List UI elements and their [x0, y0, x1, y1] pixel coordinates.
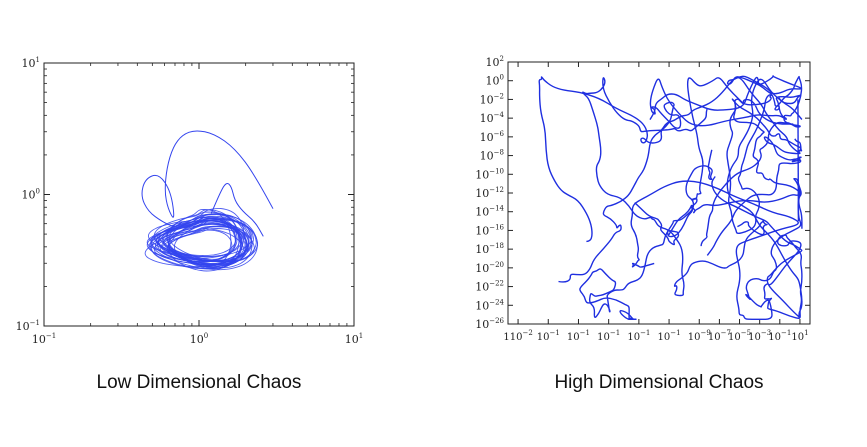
- low-dimensional-chaos-chart: 10−1 100 101 10−1 100 101: [16, 56, 364, 346]
- attractor-loop: [146, 219, 253, 257]
- y-tick-label: 10−1: [16, 319, 40, 333]
- x-tick-label: 101: [791, 329, 808, 343]
- x-tick-label: 100: [190, 332, 208, 346]
- y-tick-label: 10−20: [475, 261, 504, 275]
- y-tick-label: 10−2: [480, 92, 504, 106]
- x-tick-label: 10−3: [748, 329, 771, 343]
- y-tick-label: 10−8: [480, 149, 504, 163]
- low-dim-ticks: 10−1 100 101 10−1 100 101: [16, 56, 364, 346]
- y-tick-label: 100: [22, 188, 40, 202]
- trajectory-edge-streak: [797, 99, 800, 222]
- y-tick-label: 10−14: [475, 205, 504, 219]
- x-tick-label: 10−1: [597, 329, 620, 343]
- trajectory-strand: [668, 77, 794, 236]
- trajectory-strand: [630, 177, 803, 321]
- trajectory-strand: [558, 76, 802, 283]
- y-tick-label: 10−12: [475, 186, 504, 200]
- y-tick-label: 10−16: [475, 223, 504, 237]
- attractor-loop: [157, 221, 244, 262]
- x-tick-label: 10−9: [688, 329, 711, 343]
- x-tick-label: 10−1: [627, 329, 650, 343]
- trajectory-transient: [141, 130, 274, 227]
- x-tick-label: 10−1: [658, 329, 681, 343]
- x-tick-label: 10−5: [728, 329, 751, 343]
- y-tick-label: 10−18: [475, 242, 504, 256]
- attractor-loop: [148, 217, 248, 263]
- attractor-loop: [160, 225, 253, 262]
- x-tick-label: 10−1: [567, 329, 590, 343]
- high-dimensional-chaos-chart: 102 100 10−2 10−4 10−6 10−8 10−10 10−12 10−14 10−…: [475, 55, 811, 343]
- trajectory-strand: [582, 77, 768, 297]
- attractor-spike: [210, 182, 264, 237]
- x-tick-label: 10−7: [708, 329, 731, 343]
- trajectory-strand: [579, 149, 713, 321]
- x-tick-label: 110−2: [503, 329, 532, 343]
- low-dim-caption: Low Dimensional Chaos: [96, 372, 302, 393]
- y-tick-label: 10−10: [475, 167, 504, 181]
- attractor-loop: [150, 213, 259, 271]
- attractor-loop: [156, 219, 247, 267]
- high-dim-caption: High Dimensional Chaos: [554, 372, 764, 393]
- high-dim-ticks: 102 100 10−2 10−4 10−6 10−8 10−10 10−12 10−14 10−…: [475, 55, 810, 343]
- trajectory-strand: [538, 76, 802, 243]
- y-tick-label: 10−26: [475, 317, 504, 331]
- y-tick-label: 101: [22, 56, 40, 70]
- low-dim-trajectory: [141, 130, 274, 272]
- x-tick-label: 10−1: [32, 332, 56, 346]
- y-tick-label: 102: [486, 55, 504, 69]
- high-dim-trajectory: [538, 75, 803, 321]
- y-tick-label: 10−4: [480, 111, 505, 125]
- y-tick-label: 10−22: [475, 280, 504, 294]
- x-tick-label: 10−1: [537, 329, 560, 343]
- y-tick-label: 10−24: [475, 298, 504, 312]
- low-dim-plot-frame: [43, 62, 355, 327]
- x-tick-label: 101: [345, 332, 363, 346]
- trajectory-strand: [649, 75, 803, 247]
- y-tick-label: 100: [486, 74, 504, 88]
- x-tick-label: 10−1: [768, 329, 791, 343]
- trajectory-strand: [634, 98, 803, 246]
- y-tick-label: 10−6: [480, 130, 505, 144]
- trajectory-strand: [711, 78, 803, 319]
